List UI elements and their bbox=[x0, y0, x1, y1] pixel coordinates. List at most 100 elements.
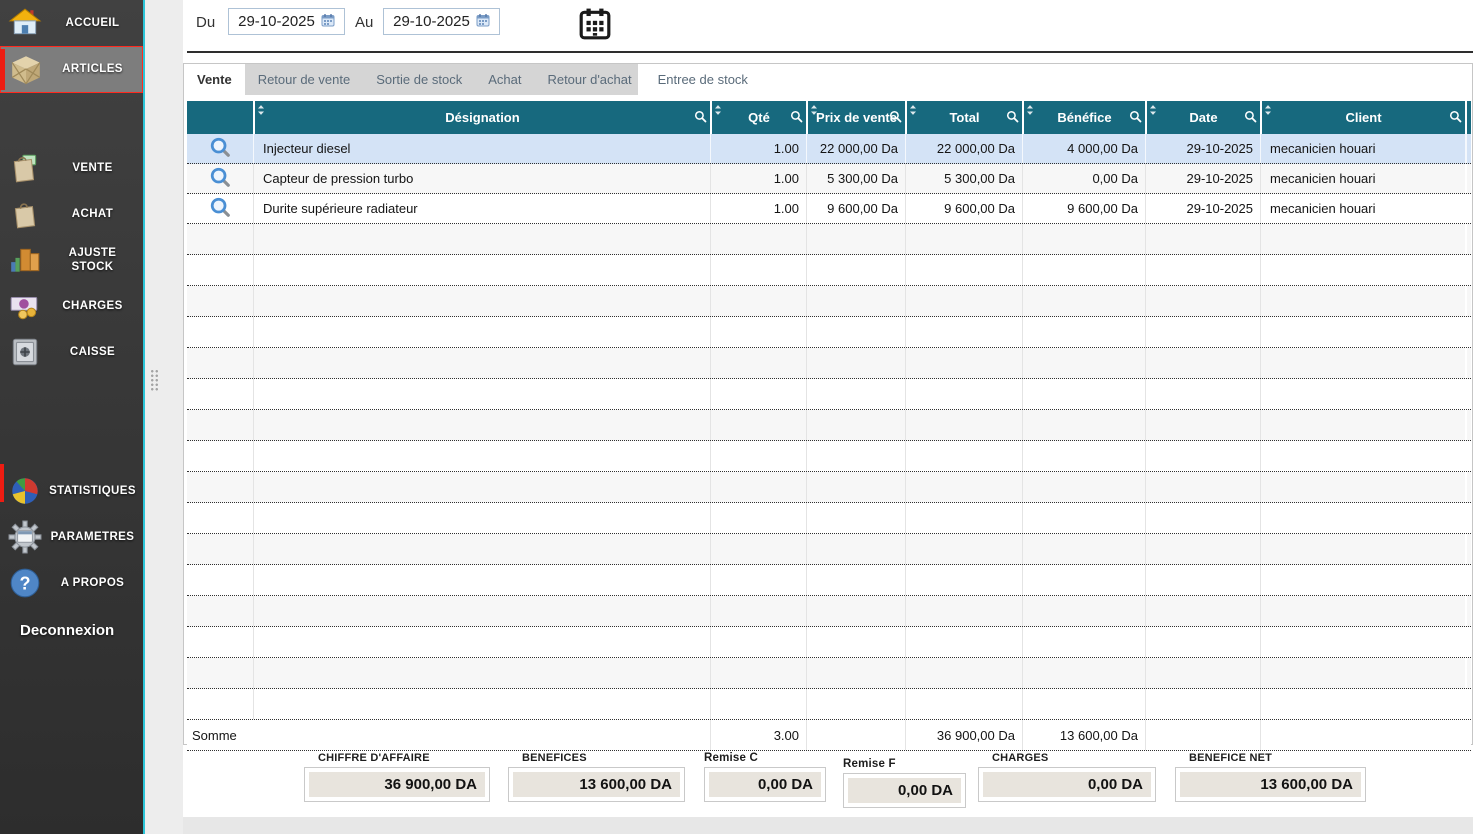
empty-cell bbox=[253, 658, 710, 688]
table-empty-row[interactable] bbox=[187, 596, 1471, 627]
row-search-icon[interactable] bbox=[209, 166, 231, 191]
tab-sortie-de-stock[interactable]: Sortie de stock bbox=[376, 72, 463, 87]
sum-total: 36 900,00 Da bbox=[905, 720, 1022, 750]
empty-cell bbox=[806, 379, 905, 409]
empty-cell bbox=[1145, 441, 1260, 471]
tab-retour-d-achat[interactable]: Retour d'achat bbox=[547, 72, 632, 87]
cell-designation: Durite supérieure radiateur bbox=[253, 194, 710, 223]
column-search-icon[interactable] bbox=[1449, 110, 1462, 126]
date-from-input[interactable]: 29-10-2025 bbox=[228, 8, 345, 35]
empty-cell bbox=[710, 658, 806, 688]
tab-achat[interactable]: Achat bbox=[488, 72, 522, 87]
column-header-prix-de-vente[interactable]: Prix de vente bbox=[806, 101, 905, 134]
empty-cell bbox=[806, 410, 905, 440]
column-header-qte[interactable]: Qté bbox=[710, 101, 806, 134]
table-empty-row[interactable] bbox=[187, 627, 1471, 658]
table-empty-row[interactable] bbox=[187, 503, 1471, 534]
sidebar-item-ajuste-stock[interactable]: AJUSTE STOCK bbox=[0, 237, 143, 283]
table-empty-row[interactable] bbox=[187, 286, 1471, 317]
empty-cell bbox=[1022, 565, 1145, 595]
empty-cell bbox=[1260, 596, 1465, 626]
cell-prix: 9 600,00 Da bbox=[806, 194, 905, 223]
column-header-total[interactable]: Total bbox=[905, 101, 1022, 134]
table-row[interactable]: Capteur de pression turbo 1.00 5 300,00 … bbox=[187, 164, 1471, 194]
column-header-date[interactable]: Date bbox=[1145, 101, 1260, 134]
row-search-icon[interactable] bbox=[209, 196, 231, 221]
sidebar-item-statistiques[interactable]: STATISTIQUES bbox=[0, 468, 143, 514]
calendar-icon[interactable] bbox=[578, 7, 612, 41]
table-empty-row[interactable] bbox=[187, 348, 1471, 379]
mini-calendar-icon[interactable] bbox=[321, 13, 335, 31]
empty-cell bbox=[905, 255, 1022, 285]
table-empty-row[interactable] bbox=[187, 317, 1471, 348]
sidebar-item-parametres[interactable]: PARAMETRES bbox=[0, 514, 143, 560]
sort-icon bbox=[715, 103, 721, 118]
sort-icon bbox=[910, 103, 916, 118]
date-to-value: 29-10-2025 bbox=[393, 13, 470, 30]
column-header-actions[interactable] bbox=[187, 101, 253, 134]
sidebar-item-articles[interactable]: ARTICLES bbox=[0, 46, 143, 93]
splitter-grip[interactable] bbox=[150, 369, 159, 391]
table-empty-row[interactable] bbox=[187, 410, 1471, 441]
empty-cell bbox=[187, 224, 253, 254]
table-empty-row[interactable] bbox=[187, 441, 1471, 472]
empty-cell bbox=[806, 286, 905, 316]
empty-cell bbox=[1260, 658, 1465, 688]
empty-cell bbox=[253, 627, 710, 657]
table-row[interactable]: Injecteur diesel 1.00 22 000,00 Da 22 00… bbox=[187, 134, 1471, 164]
empty-cell bbox=[1022, 224, 1145, 254]
mini-calendar-icon[interactable] bbox=[476, 13, 490, 31]
table-empty-row[interactable] bbox=[187, 565, 1471, 596]
table-empty-row[interactable] bbox=[187, 658, 1471, 689]
summary-chiffre-daffaire: CHIFFRE D'AFFAIRE 36 900,00 DA bbox=[304, 752, 490, 802]
empty-cell bbox=[1465, 689, 1471, 719]
column-header-designation[interactable]: Désignation bbox=[253, 101, 710, 134]
column-search-icon[interactable] bbox=[1006, 110, 1019, 126]
column-search-icon[interactable] bbox=[694, 110, 707, 126]
sidebar-item-caisse[interactable]: CAISSE bbox=[0, 329, 143, 375]
sidebar-item-vente[interactable]: VENTE bbox=[0, 145, 143, 191]
sum-prix bbox=[806, 720, 905, 750]
sidebar-item-a-propos[interactable]: ? A PROPOS bbox=[0, 560, 143, 606]
sidebar-item-accueil[interactable]: ACCUEIL bbox=[0, 0, 143, 46]
empty-cell bbox=[1022, 255, 1145, 285]
cell-total: 22 000,00 Da bbox=[905, 134, 1022, 163]
statistiques-indicator bbox=[0, 464, 4, 502]
cell-total: 9 600,00 Da bbox=[905, 194, 1022, 223]
column-search-icon[interactable] bbox=[889, 110, 902, 126]
tab-retour-de-vente[interactable]: Retour de vente bbox=[257, 72, 351, 87]
date-to-input[interactable]: 29-10-2025 bbox=[383, 8, 500, 35]
question-mark-icon: ? bbox=[8, 566, 42, 600]
empty-cell bbox=[905, 379, 1022, 409]
sidebar: ACCUEIL ARTICLES VENTE ACHAT AJUSTE STOC… bbox=[0, 0, 143, 834]
table-empty-row[interactable] bbox=[187, 379, 1471, 410]
table-empty-row[interactable] bbox=[187, 472, 1471, 503]
empty-cell bbox=[187, 503, 253, 533]
empty-cell bbox=[806, 503, 905, 533]
table-empty-row[interactable] bbox=[187, 534, 1471, 565]
column-search-icon[interactable] bbox=[1129, 110, 1142, 126]
table-empty-row[interactable] bbox=[187, 224, 1471, 255]
empty-cell bbox=[187, 627, 253, 657]
row-search-icon[interactable] bbox=[209, 136, 231, 161]
sidebar-item-charges[interactable]: CHARGES bbox=[0, 283, 143, 329]
tab-entree-de-stock[interactable]: Entree de stock bbox=[657, 72, 748, 87]
column-search-icon[interactable] bbox=[1244, 110, 1257, 126]
table-empty-row[interactable] bbox=[187, 689, 1471, 720]
table-row[interactable]: Durite supérieure radiateur 1.00 9 600,0… bbox=[187, 194, 1471, 224]
column-search-icon[interactable] bbox=[790, 110, 803, 126]
empty-cell bbox=[1465, 410, 1471, 440]
table-empty-row[interactable] bbox=[187, 255, 1471, 286]
sidebar-item-achat[interactable]: ACHAT bbox=[0, 191, 143, 237]
summary-box: 0,00 DA bbox=[978, 767, 1156, 802]
empty-cell bbox=[806, 658, 905, 688]
tab-vente[interactable]: Vente bbox=[184, 64, 245, 95]
column-header-label: Prix de vente bbox=[816, 110, 897, 125]
sidebar-item-label: CAISSE bbox=[69, 345, 116, 358]
column-header-benefice[interactable]: Bénéfice bbox=[1022, 101, 1145, 134]
column-header-client[interactable]: Client bbox=[1260, 101, 1465, 134]
empty-cell bbox=[710, 441, 806, 471]
table-empty-rows bbox=[187, 224, 1471, 720]
logout-button[interactable]: Deconnexion bbox=[20, 622, 115, 639]
empty-cell bbox=[187, 689, 253, 719]
